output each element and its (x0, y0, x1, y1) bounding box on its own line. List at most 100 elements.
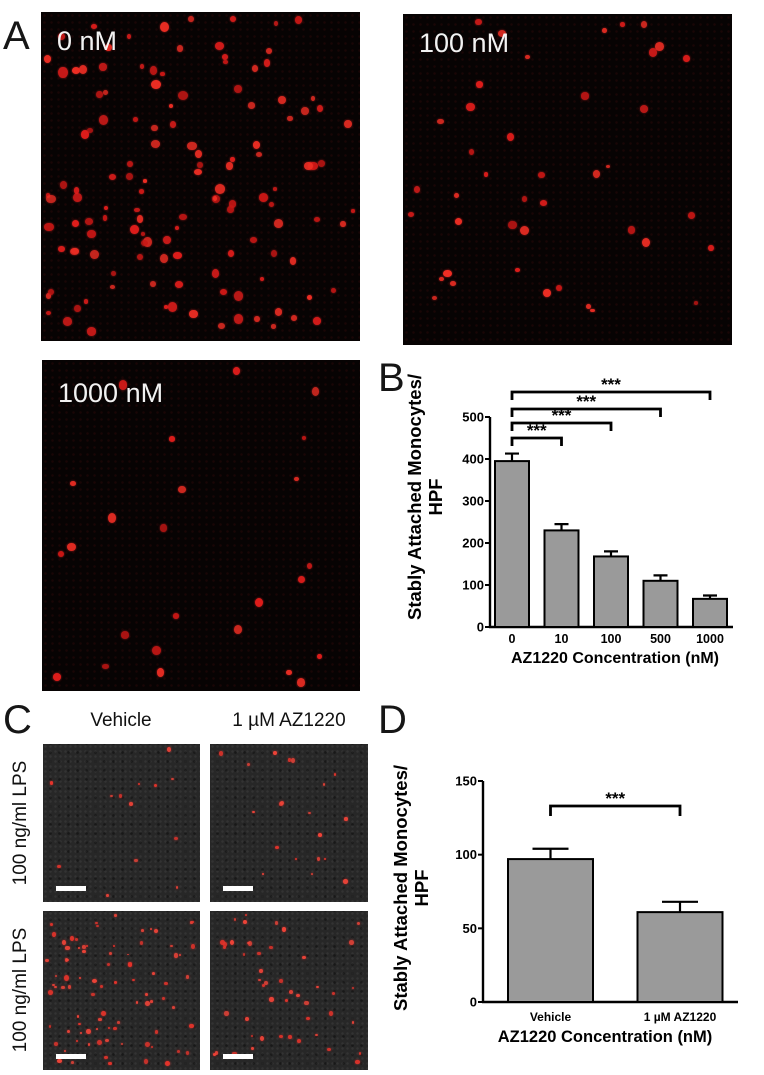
y-axis-title-line1: Stably Attached Monocytes/ (404, 373, 425, 621)
cell-dot (476, 81, 484, 88)
cell-dot (256, 152, 263, 158)
cell-dot (84, 217, 94, 225)
cell-dot (100, 984, 103, 989)
cell-dot (154, 1030, 159, 1035)
cell-dot (432, 295, 438, 300)
cell-dot (223, 941, 228, 947)
cell-dot (61, 940, 66, 946)
significance-bracket (510, 407, 662, 417)
cell-dot (233, 367, 241, 375)
bar-chart-dose-response: 0 100 200 300 400 500 0 10 100 500 1000 AZ1220 Conc… (462, 375, 733, 667)
cell-dot (174, 226, 179, 231)
cell-dot (112, 944, 116, 948)
cell-dot (174, 837, 178, 841)
cell-dot (175, 886, 179, 890)
cell-dot (683, 54, 690, 62)
cell-dot (247, 941, 253, 947)
cell-dot (581, 92, 589, 100)
cell-dot (257, 951, 261, 956)
cell-dot (255, 597, 263, 607)
cell-dot (317, 160, 326, 168)
cell-dot (217, 323, 225, 329)
cell-dot (304, 161, 313, 170)
cell-dot (153, 928, 159, 934)
cell-dot (259, 192, 269, 202)
concentration-label: 1000 nM (58, 378, 164, 408)
cell-dot (654, 41, 664, 51)
cell-dot (269, 997, 274, 1002)
cell-dot (58, 33, 65, 40)
cell-dot (306, 562, 312, 569)
x-category-label: 1000 (696, 632, 724, 646)
cell-dot (515, 268, 520, 272)
cell-dot (497, 30, 506, 38)
cell-dot (105, 44, 112, 51)
cell-dot (316, 653, 322, 660)
cell-dot (344, 817, 348, 821)
significance-label: *** (576, 392, 596, 411)
cell-dot (449, 280, 456, 287)
cell-dot (215, 41, 225, 50)
cell-dot (244, 914, 248, 917)
y-tick-label: 0 (470, 995, 477, 1010)
cell-dot (407, 212, 414, 218)
x-category-label: 1 µM AZ1220 (644, 1010, 717, 1024)
cell-dot (77, 1015, 80, 1018)
cell-dot (326, 1047, 331, 1052)
cell-dot (53, 1042, 59, 1047)
cell-dot (103, 89, 109, 96)
cell-dot (230, 157, 235, 162)
cell-dot (65, 946, 70, 950)
cell-dot (258, 978, 261, 981)
bar (507, 858, 594, 1003)
cell-dot (150, 1000, 153, 1003)
cell-dot (174, 281, 184, 289)
cell-dot (508, 220, 517, 230)
cell-dot (294, 477, 300, 482)
micrograph-az1220-top (210, 744, 368, 902)
cell-dot (71, 219, 80, 228)
cell-dot (294, 16, 303, 25)
cell-dot (171, 778, 174, 781)
cell-dot (118, 380, 128, 390)
cell-dot (688, 211, 696, 219)
cell-dot (251, 1047, 254, 1051)
cell-dot (357, 921, 361, 925)
cell-dot (108, 1061, 112, 1066)
cell-dot (73, 304, 81, 313)
cell-dot (167, 747, 172, 752)
cell-dot (44, 222, 54, 232)
x-axis-title: AZ1220 Concentration (nM) (511, 650, 719, 667)
bar (593, 555, 629, 628)
cell-dot (129, 802, 133, 806)
cell-dot (151, 80, 162, 90)
cell-dot (273, 750, 278, 755)
cell-dot (102, 215, 108, 221)
cell-dot (233, 314, 243, 324)
cell-dot (117, 1021, 121, 1024)
cell-dot (620, 22, 626, 27)
panel-a-letter: A (3, 14, 30, 58)
cell-dot (586, 303, 592, 310)
cell-dot (343, 119, 352, 129)
cell-dot (640, 21, 648, 28)
cell-dot (111, 270, 117, 276)
cell-dot (64, 974, 70, 981)
cell-dot (67, 1029, 71, 1033)
cell-dot (132, 978, 136, 982)
significance-bracket (510, 436, 563, 446)
cell-dot (65, 958, 69, 962)
cell-dot (118, 794, 122, 798)
cell-dot (270, 249, 277, 258)
cell-dot (260, 1036, 265, 1041)
cell-dot (251, 64, 259, 72)
cell-dot (307, 811, 311, 815)
y-axis-title-line2: HPF (411, 869, 432, 907)
cell-dot (151, 140, 161, 148)
column-label-az1220: 1 µM AZ1220 (232, 710, 346, 731)
cell-dot (211, 268, 220, 278)
cell-dot (78, 64, 87, 74)
cell-dot (192, 920, 195, 924)
cell-dot (649, 48, 657, 57)
cell-dot (189, 309, 198, 318)
